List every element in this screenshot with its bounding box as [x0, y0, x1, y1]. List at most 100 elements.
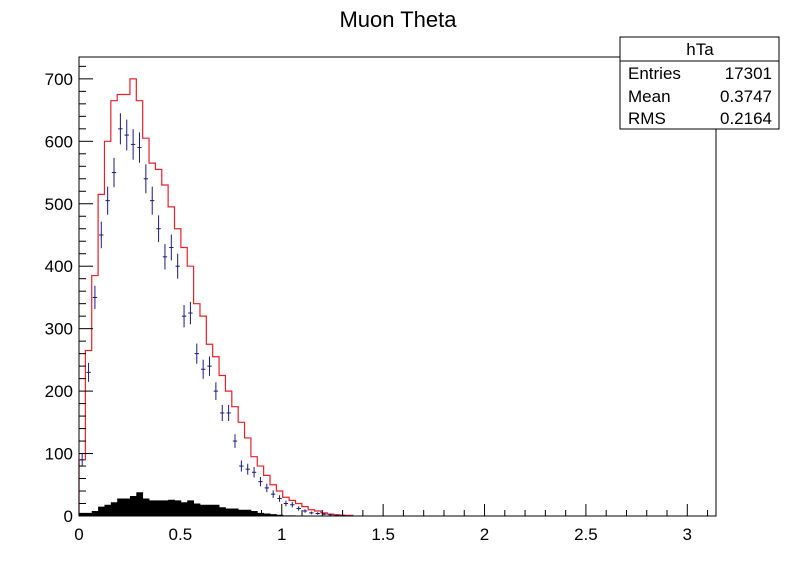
- x-tick-label: 0.5: [169, 525, 193, 544]
- filled-bar: [244, 509, 252, 516]
- y-tick-label: 300: [45, 320, 73, 339]
- data-point: [309, 511, 314, 515]
- filled-bar: [212, 504, 220, 516]
- filled-bar: [263, 513, 271, 516]
- data-point: [194, 343, 199, 364]
- x-tick-label: 3: [683, 525, 692, 544]
- x-axis: 0 0.5 1 1.5 2 2.5 3: [74, 504, 709, 544]
- data-point: [86, 362, 91, 382]
- filled-bar: [123, 498, 131, 516]
- data-point: [124, 119, 129, 151]
- filled-bar: [149, 500, 156, 516]
- y-tick-label: 200: [45, 382, 73, 401]
- x-tick-label: 0: [74, 525, 83, 544]
- filled-bar: [187, 500, 194, 516]
- filled-bar: [174, 500, 182, 516]
- data-point: [213, 382, 219, 400]
- chart-title: Muon Theta: [339, 7, 457, 32]
- step-histogram-layer: [78, 78, 354, 516]
- y-tick-label: 100: [45, 445, 73, 464]
- filled-bar: [270, 514, 277, 516]
- filled-bar: [85, 512, 93, 516]
- data-point: [105, 186, 110, 215]
- data-point: [143, 164, 149, 194]
- stats-box: hTa Entries 17301 Mean 0.3747 RMS 0.2164: [619, 36, 780, 130]
- x-tick-label: 2: [480, 525, 489, 544]
- filled-bar: [79, 512, 86, 516]
- filled-bar: [117, 498, 124, 516]
- filled-bar: [199, 504, 207, 516]
- step-histogram-line: [78, 78, 354, 516]
- y-tick-label: 500: [45, 195, 73, 214]
- data-point: [80, 453, 85, 466]
- data-point: [264, 483, 270, 493]
- filled-bar: [129, 496, 137, 516]
- filled-bar: [168, 499, 175, 516]
- data-point: [137, 132, 142, 163]
- data-point: [156, 215, 161, 243]
- y-tick-label: 700: [45, 70, 73, 89]
- filled-bar: [193, 503, 201, 516]
- data-point: [251, 467, 257, 478]
- data-point: [92, 285, 98, 310]
- stats-box-title: hTa: [686, 40, 714, 59]
- data-point: [99, 221, 104, 249]
- data-point: [315, 512, 320, 515]
- data-point: [296, 506, 301, 511]
- x-tick-label: 1: [277, 525, 286, 544]
- x-tick-label: 2.5: [574, 525, 598, 544]
- data-point: [188, 301, 193, 325]
- filled-bar: [91, 511, 99, 516]
- data-point: [239, 460, 244, 472]
- stats-entries-label: Entries: [628, 64, 681, 83]
- filled-bar: [142, 498, 150, 516]
- data-point: [200, 359, 206, 379]
- filled-bar: [155, 500, 163, 516]
- y-tick-label: 0: [64, 507, 73, 526]
- data-point: [258, 477, 263, 487]
- filled-bar: [231, 508, 239, 516]
- filled-bar: [104, 504, 112, 516]
- stats-rms-label: RMS: [628, 109, 666, 128]
- stats-mean-label: Mean: [628, 87, 671, 106]
- filled-bar: [276, 514, 284, 516]
- data-point: [302, 509, 308, 513]
- data-point: [226, 404, 231, 421]
- data-point: [232, 434, 238, 448]
- filled-bar: [206, 504, 214, 516]
- x-tick-label: 1.5: [371, 525, 395, 544]
- stats-mean-value: 0.3747: [720, 87, 772, 106]
- filled-bar: [161, 500, 169, 516]
- filled-bar: [98, 506, 105, 516]
- data-point: [162, 244, 168, 270]
- data-point: [245, 463, 250, 475]
- stats-box-frame: [619, 36, 780, 130]
- filled-bar: [219, 507, 226, 516]
- filled-bar: [250, 511, 258, 516]
- data-point: [169, 234, 174, 261]
- stats-rms-value: 0.2164: [720, 109, 772, 128]
- filled-bar: [257, 512, 265, 516]
- filled-bar: [180, 502, 188, 516]
- data-point: [283, 500, 289, 507]
- data-point: [111, 157, 117, 188]
- data-point: [207, 356, 212, 376]
- stats-entries-value: 17301: [725, 64, 772, 83]
- filled-bar: [225, 508, 233, 516]
- data-point: [181, 304, 187, 328]
- y-axis: 0 100 200 300 400 500 600 700: [45, 65, 93, 526]
- y-tick-label: 600: [45, 132, 73, 151]
- data-point: [220, 404, 225, 421]
- data-points-layer: [80, 113, 346, 516]
- data-point: [277, 495, 282, 502]
- filled-histogram-layer: [79, 492, 296, 516]
- y-tick-label: 400: [45, 257, 73, 276]
- data-point: [328, 513, 333, 516]
- filled-bar: [110, 502, 118, 516]
- data-point: [130, 129, 136, 160]
- data-point: [118, 113, 123, 145]
- data-point: [150, 186, 155, 215]
- data-point: [175, 253, 180, 279]
- data-point: [290, 502, 295, 508]
